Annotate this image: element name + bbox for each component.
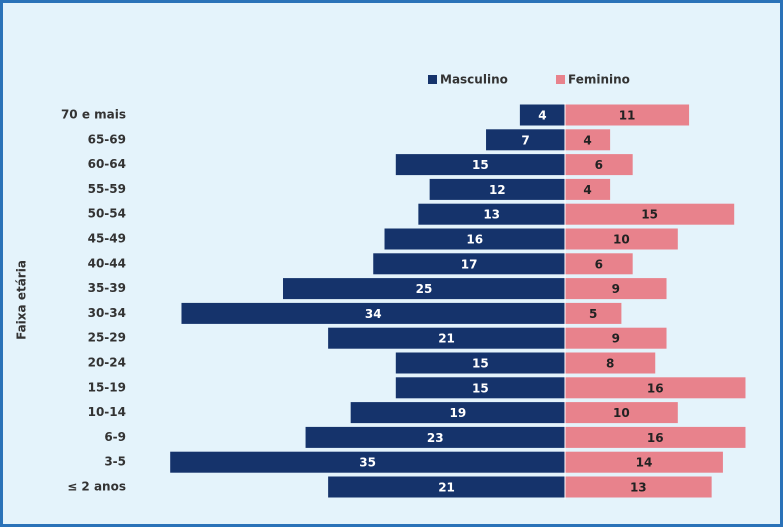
data-label: 25: [416, 282, 433, 296]
data-label: 12: [489, 183, 506, 197]
bar: [565, 327, 667, 349]
data-label: 15: [472, 158, 489, 172]
bar: [170, 451, 565, 473]
bar: [565, 278, 667, 300]
bar: [429, 178, 565, 200]
data-label: 23: [427, 431, 444, 445]
y-tick-label: ≤ 2 anos: [67, 480, 126, 494]
bar: [181, 302, 566, 324]
data-label: 21: [438, 332, 455, 346]
legend-label: Masculino: [440, 73, 508, 87]
y-axis-label: Faixa etária: [15, 260, 29, 340]
data-label: 9: [612, 332, 620, 346]
data-label: 15: [472, 357, 489, 371]
bar: [565, 253, 633, 275]
bar: [565, 476, 712, 498]
bar: [384, 228, 565, 250]
data-label: 10: [613, 406, 630, 420]
bar: [486, 129, 565, 151]
data-label: 35: [359, 456, 376, 470]
y-tick-label: 70 e mais: [61, 108, 126, 122]
bar: [565, 228, 678, 250]
data-label: 34: [365, 307, 382, 321]
bar: [565, 426, 746, 448]
data-label: 16: [466, 233, 483, 247]
data-label: 15: [472, 381, 489, 395]
data-label: 16: [647, 431, 664, 445]
data-label: 4: [583, 133, 591, 147]
data-label: 13: [483, 208, 500, 222]
bar: [565, 203, 735, 225]
bar: [395, 377, 565, 399]
bar: [565, 302, 622, 324]
bar: [395, 352, 565, 374]
y-tick-label: 45-49: [88, 232, 126, 246]
y-tick-label: 25-29: [88, 331, 126, 345]
data-label: 19: [449, 406, 466, 420]
y-tick-label: 30-34: [88, 306, 126, 320]
bar: [350, 402, 565, 424]
data-label: 9: [612, 282, 620, 296]
bar: [373, 253, 565, 275]
bar: [328, 476, 565, 498]
bar: [565, 377, 746, 399]
y-tick-label: 55-59: [88, 182, 126, 196]
bar: [565, 104, 690, 126]
y-tick-label: 40-44: [88, 256, 126, 270]
y-tick-label: 60-64: [88, 157, 126, 171]
data-label: 16: [647, 381, 664, 395]
bar: [395, 154, 565, 176]
data-label: 14: [636, 456, 653, 470]
data-label: 4: [583, 183, 591, 197]
data-label: 11: [619, 109, 636, 123]
y-tick-label: 65-69: [88, 132, 126, 146]
data-label: 15: [641, 208, 658, 222]
legend-label: Feminino: [568, 73, 630, 87]
y-tick-label: 3-5: [104, 455, 126, 469]
bar: [565, 154, 633, 176]
bar: [283, 278, 565, 300]
bar: [565, 129, 611, 151]
data-label: 7: [521, 133, 529, 147]
data-label: 6: [595, 257, 603, 271]
bar: [305, 426, 565, 448]
data-label: 10: [613, 233, 630, 247]
bar: [418, 203, 565, 225]
y-tick-label: 6-9: [104, 430, 126, 444]
legend-swatch: [428, 75, 437, 84]
y-tick-label: 50-54: [88, 207, 126, 221]
bar: [565, 451, 723, 473]
y-tick-label: 15-19: [88, 380, 126, 394]
y-tick-label: 35-39: [88, 281, 126, 295]
data-label: 21: [438, 481, 455, 495]
y-tick-label: 20-24: [88, 356, 126, 370]
legend-swatch: [556, 75, 565, 84]
data-label: 13: [630, 481, 647, 495]
data-label: 5: [589, 307, 597, 321]
bar: [328, 327, 565, 349]
data-label: 6: [595, 158, 603, 172]
bar: [519, 104, 565, 126]
bar: [565, 178, 611, 200]
data-label: 4: [538, 109, 546, 123]
bar: [565, 352, 656, 374]
data-label: 8: [606, 357, 614, 371]
bar: [565, 402, 678, 424]
data-label: 17: [461, 257, 478, 271]
y-tick-label: 10-14: [88, 405, 126, 419]
